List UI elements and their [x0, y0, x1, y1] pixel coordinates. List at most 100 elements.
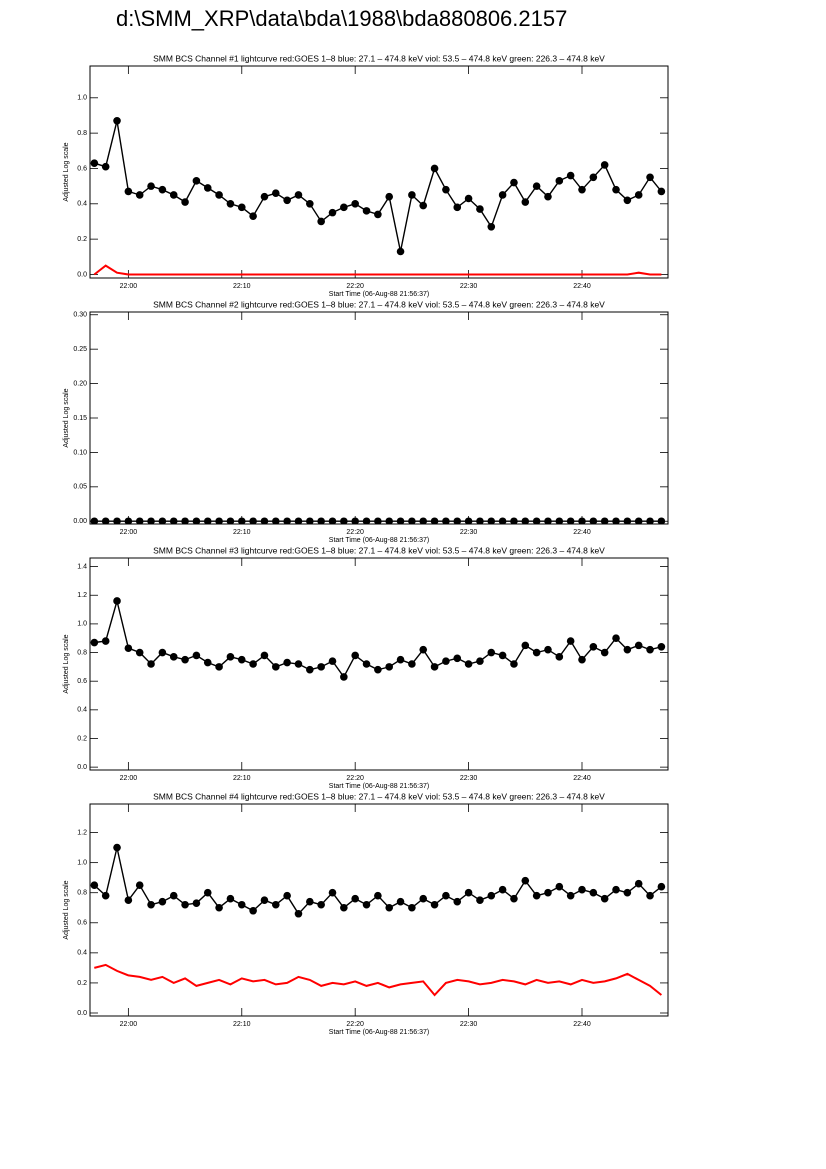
data-point [340, 203, 348, 212]
data-point [521, 876, 530, 885]
y-tick-label: 0.25 [73, 346, 87, 353]
data-point [113, 116, 121, 125]
x-tick-label: 22:10 [233, 529, 251, 536]
data-point [249, 212, 257, 220]
x-tick-label: 22:40 [573, 283, 591, 290]
y-axis-title: Adjusted Log scale [63, 880, 70, 939]
data-point [498, 191, 507, 199]
y-tick-label: 0.15 [73, 415, 87, 422]
data-point [215, 191, 223, 199]
x-tick-label: 22:10 [233, 1021, 251, 1028]
x-axis-title: Start Time (06-Aug-88 21:56:37) [329, 1029, 429, 1036]
x-tick-label: 22:20 [346, 1021, 364, 1028]
data-point [408, 903, 416, 912]
data-point [657, 187, 666, 196]
y-tick-label: 0.0 [77, 764, 87, 771]
data-point [612, 634, 620, 643]
data-point [192, 899, 201, 908]
data-point [476, 205, 484, 213]
y-tick-label: 1.2 [77, 829, 87, 836]
data-point [124, 644, 133, 653]
chart-title: SMM BCS Channel #3 lightcurve red:GOES 1… [153, 545, 605, 555]
series-line [93, 847, 662, 915]
y-tick-label: 0.2 [77, 236, 87, 243]
data-point [374, 665, 382, 674]
data-point [646, 173, 654, 182]
series-line [93, 264, 662, 276]
data-point [634, 517, 643, 524]
data-point [510, 517, 518, 524]
data-point [351, 200, 359, 208]
data-point [634, 879, 643, 888]
data-point [124, 517, 133, 524]
data-point [430, 164, 439, 173]
data-point [90, 881, 99, 889]
data-point [169, 653, 178, 661]
data-point [646, 517, 654, 524]
data-point [419, 201, 428, 210]
data-point [589, 517, 598, 524]
data-point [317, 517, 325, 524]
y-tick-label: 1.4 [77, 563, 87, 570]
data-point [306, 665, 314, 674]
data-point [634, 191, 643, 199]
data-point [317, 217, 325, 226]
data-point [555, 882, 564, 891]
data-point [419, 645, 428, 654]
data-point [385, 663, 394, 671]
data-point [385, 903, 394, 912]
series-line [94, 598, 662, 679]
data-point [544, 517, 552, 524]
series-line [94, 120, 662, 252]
y-tick-label: 0.4 [77, 950, 87, 957]
y-tick-label: 0.20 [73, 380, 87, 387]
data-point [237, 203, 246, 212]
data-point [340, 517, 348, 524]
plot-frame [89, 311, 669, 525]
chart-title: SMM BCS Channel #4 lightcurve red:GOES 1… [153, 791, 605, 801]
y-tick-label: 0.4 [77, 201, 87, 208]
data-point [124, 187, 133, 196]
data-point [487, 648, 496, 657]
x-tick-label: 22:40 [573, 775, 591, 782]
data-point [578, 185, 586, 194]
data-point [226, 894, 235, 903]
data-point [124, 896, 133, 905]
y-tick-label: 0.00 [73, 518, 87, 525]
data-point [272, 517, 280, 524]
data-point [294, 660, 303, 668]
data-point [328, 517, 337, 524]
data-point [215, 663, 223, 671]
data-point [464, 194, 473, 203]
data-point [385, 517, 394, 524]
data-point [158, 648, 167, 657]
data-point [544, 888, 552, 897]
data-point [260, 517, 269, 524]
data-point [396, 655, 405, 664]
data-point [203, 888, 212, 897]
data-point [362, 900, 371, 909]
y-tick-label: 1.0 [77, 95, 87, 102]
y-tick-label: 0.4 [77, 707, 87, 714]
data-point [612, 185, 620, 194]
data-point [578, 517, 586, 524]
data-point [510, 178, 518, 187]
y-tick-label: 0.6 [77, 920, 87, 927]
data-point [135, 648, 144, 657]
data-point [158, 185, 167, 194]
data-point [101, 162, 110, 171]
data-point [623, 645, 632, 654]
data-point [294, 191, 303, 199]
data-point [249, 660, 257, 668]
data-point [306, 517, 314, 524]
data-point [169, 191, 178, 199]
data-point [453, 203, 462, 212]
data-point [600, 894, 609, 903]
data-point [135, 881, 144, 889]
data-point [521, 641, 530, 650]
data-point [566, 637, 575, 645]
data-point [589, 643, 598, 651]
data-point [374, 891, 382, 900]
data-point [589, 888, 598, 897]
